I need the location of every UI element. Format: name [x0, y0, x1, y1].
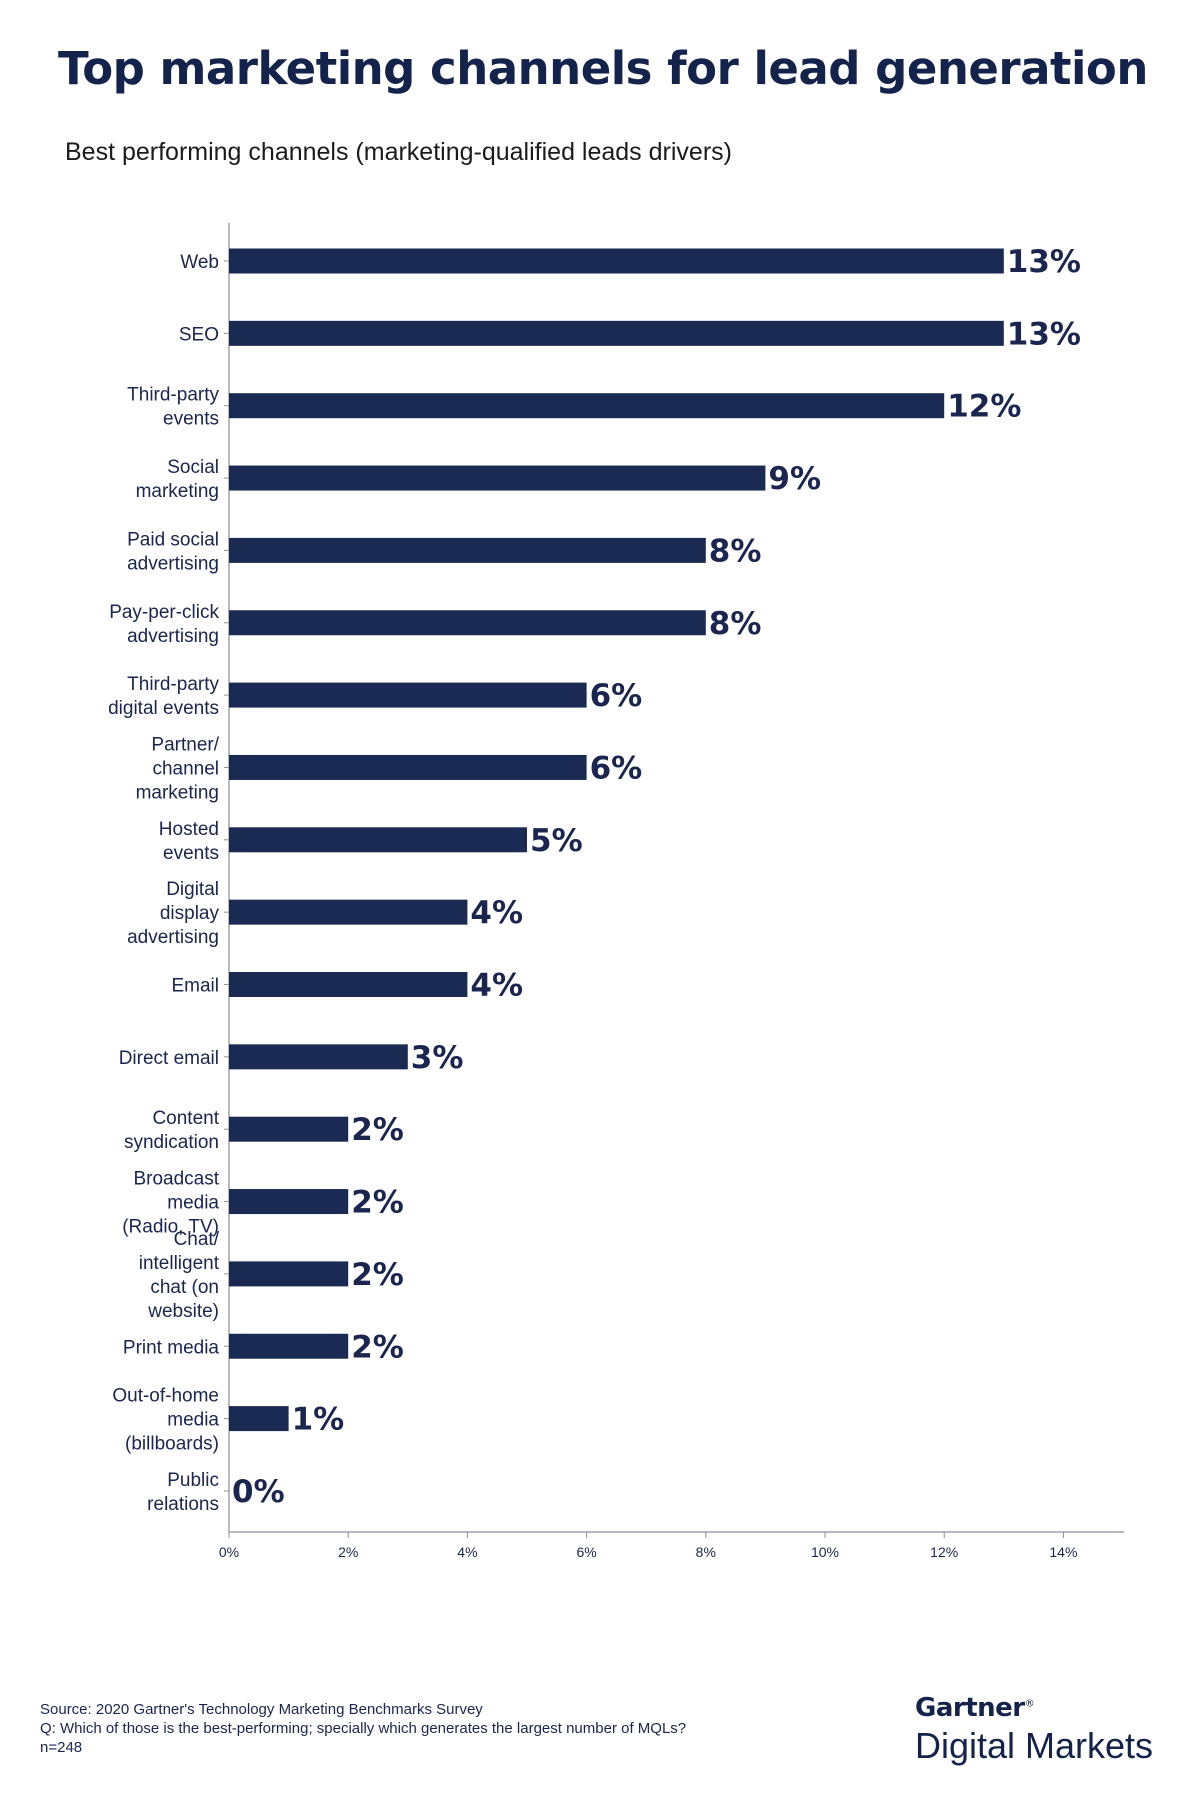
category-label: Digital display advertising	[127, 879, 219, 948]
value-label: 6%	[590, 678, 643, 714]
bar	[229, 465, 766, 491]
chart-title: Top marketing channels for lead generati…	[58, 42, 1148, 95]
value-label: 2%	[351, 1112, 404, 1148]
category-label: Chat/intelligent chat (on website)	[139, 1229, 220, 1322]
category-label: Email	[171, 976, 219, 997]
bar-chart: 0% 2% 4% 6% 8% 10% 12% 14% 13% Web 13% SEO 12% Third-…	[108, 223, 1124, 1560]
category-label: Public relations	[147, 1470, 219, 1515]
category-label: Partner/channel marketing	[136, 734, 220, 803]
registered-mark: ®	[1024, 1698, 1035, 1710]
bar	[229, 754, 587, 780]
bar	[229, 899, 468, 925]
value-label: 12%	[947, 389, 1021, 425]
value-label: 9%	[768, 461, 821, 497]
bar	[229, 682, 587, 708]
x-tick-label: 0%	[219, 1544, 239, 1560]
value-label: 2%	[351, 1185, 404, 1221]
value-label: 6%	[590, 750, 643, 786]
bar	[229, 827, 527, 853]
gartner-wordmark: Gartner®	[915, 1693, 1153, 1723]
value-label: 0%	[232, 1474, 285, 1510]
gartner-digital-markets-logo: Gartner® Digital Markets	[915, 1693, 1153, 1767]
bar	[229, 248, 1004, 274]
x-tick-label: 10%	[811, 1544, 839, 1560]
category-label: Web	[180, 252, 219, 273]
x-tick-label: 14%	[1049, 1544, 1077, 1560]
x-tick-label: 6%	[576, 1544, 596, 1560]
question-note: Q: Which of those is the best-performing…	[40, 1720, 687, 1737]
value-label: 4%	[470, 895, 523, 931]
x-tick-label: 12%	[930, 1544, 958, 1560]
sample-size-note: n=248	[40, 1739, 83, 1756]
value-label: 1%	[292, 1402, 345, 1438]
value-label: 13%	[1007, 244, 1081, 280]
category-label: Paid social advertising	[127, 529, 219, 574]
bar	[229, 1044, 408, 1070]
bar	[229, 537, 706, 563]
category-label: Broadcast media (Radio, TV)	[122, 1169, 220, 1238]
category-label: Content syndication	[124, 1108, 220, 1153]
value-label: 2%	[351, 1329, 404, 1365]
bar	[229, 610, 706, 636]
value-label: 8%	[709, 606, 762, 642]
category-label: Pay-per-click advertising	[109, 602, 219, 647]
bar	[229, 393, 945, 419]
category-label: SEO	[179, 324, 219, 345]
value-label: 4%	[470, 968, 523, 1004]
category-label: Social marketing	[136, 457, 219, 502]
digital-markets-wordmark: Digital Markets	[915, 1725, 1154, 1766]
category-label: Hosted events	[159, 819, 219, 864]
bar	[229, 972, 468, 997]
bar	[229, 1189, 349, 1215]
value-label: 8%	[709, 533, 762, 569]
category-label: Direct email	[119, 1048, 219, 1069]
source-note: Source: 2020 Gartner's Technology Market…	[40, 1701, 483, 1718]
bar	[229, 1116, 349, 1142]
chart-subtitle: Best performing channels (marketing-qual…	[65, 138, 732, 166]
category-label: Print media	[123, 1337, 220, 1358]
value-label: 5%	[530, 823, 583, 859]
x-tick-label: 8%	[696, 1544, 716, 1560]
brand-name: Gartner	[915, 1693, 1025, 1723]
value-label: 13%	[1007, 316, 1081, 352]
bar	[229, 1261, 349, 1287]
x-tick-label: 2%	[338, 1544, 358, 1560]
category-label: Out-of-home media (billboards)	[112, 1386, 219, 1455]
category-label: Third-party events	[127, 385, 219, 430]
value-label: 2%	[351, 1257, 404, 1293]
x-tick-label: 4%	[457, 1544, 477, 1560]
value-label: 3%	[411, 1040, 464, 1076]
bar	[229, 1333, 349, 1359]
bar	[229, 1406, 289, 1432]
footer-notes: Source: 2020 Gartner's Technology Market…	[40, 1700, 686, 1757]
category-label: Third-party digital events	[108, 674, 219, 719]
bar	[229, 320, 1004, 346]
